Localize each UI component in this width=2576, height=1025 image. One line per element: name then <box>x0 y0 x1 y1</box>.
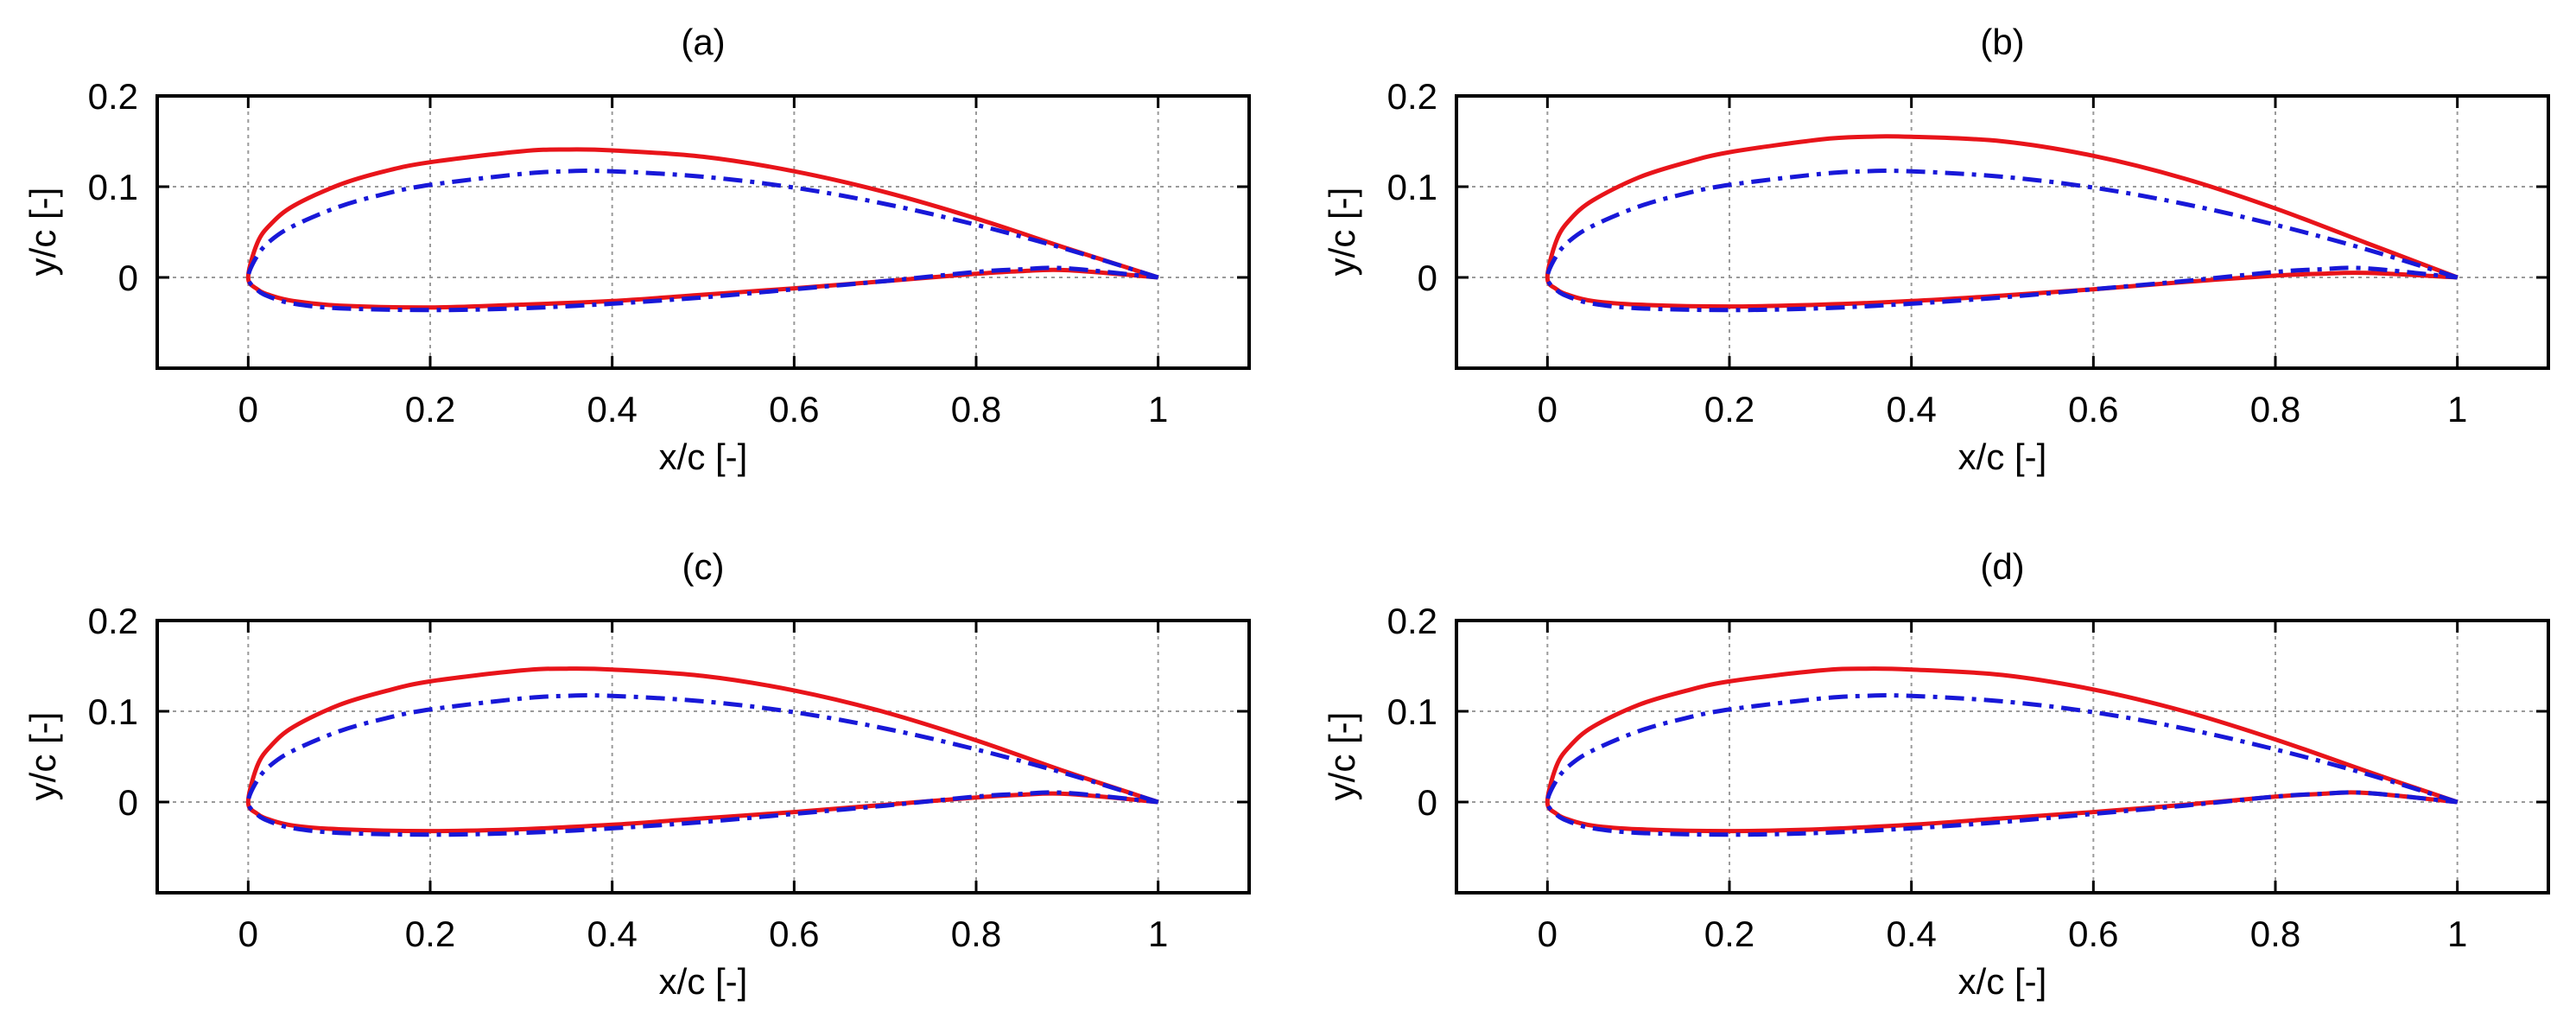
grid <box>157 620 1249 893</box>
y-tick-label: 0.1 <box>1387 167 1437 207</box>
series-line-solid <box>1545 666 2459 834</box>
ticks: 0 0.2 0.4 0.6 0.8 1 0 0.1 0.2 <box>88 601 1249 954</box>
series-line-dashdot <box>1545 169 2459 313</box>
series-line-solid <box>245 666 1159 834</box>
series-line-solid <box>245 147 1159 310</box>
x-tick-label: 1 <box>1148 389 1168 430</box>
x-tick-label: 0.2 <box>405 914 455 954</box>
x-tick-label: 0.4 <box>1886 389 1936 430</box>
series-line-dashdot <box>1545 693 2459 837</box>
panel-a: (a) 0 0.2 0.4 0.6 0.8 1 0 0.1 0.2 x/c [-] y/c [-… <box>22 22 1251 477</box>
x-tick-label: 0.2 <box>405 389 455 430</box>
ticks: 0 0.2 0.4 0.6 0.8 1 0 0.1 0.2 <box>88 76 1249 430</box>
series-layer <box>1545 666 2459 837</box>
x-tick-label: 0.4 <box>587 914 637 954</box>
x-tick-label: 0 <box>1538 389 1558 430</box>
x-tick-label: 0.2 <box>1704 389 1754 430</box>
series-layer <box>245 147 1159 313</box>
x-tick-label: 0.6 <box>2068 389 2118 430</box>
x-tick-label: 0.8 <box>2250 914 2300 954</box>
y-tick-label: 0 <box>118 258 138 298</box>
x-tick-label: 0.6 <box>769 389 819 430</box>
x-tick-label: 0.8 <box>2250 389 2300 430</box>
plot-frame <box>155 619 1251 894</box>
x-axis-label: x/c [-] <box>659 436 748 477</box>
plot-frame <box>155 94 1251 370</box>
x-tick-label: 0.2 <box>1704 914 1754 954</box>
y-tick-label: 0.2 <box>1387 76 1437 117</box>
x-tick-label: 0 <box>238 914 258 954</box>
panel-title: (a) <box>681 22 725 62</box>
x-tick-label: 0.6 <box>769 914 819 954</box>
x-axis-label: x/c [-] <box>1958 436 2047 477</box>
ticks: 0 0.2 0.4 0.6 0.8 1 0 0.1 0.2 <box>1387 76 2548 430</box>
panel-title: (d) <box>1980 546 2024 587</box>
x-tick-label: 1 <box>2447 389 2467 430</box>
panel-title: (c) <box>682 546 725 587</box>
x-tick-label: 0.8 <box>951 389 1001 430</box>
plot-frame <box>1455 94 2550 370</box>
x-tick-label: 0 <box>238 389 258 430</box>
x-tick-label: 0 <box>1538 914 1558 954</box>
y-tick-label: 0.1 <box>88 167 138 207</box>
x-tick-label: 0.8 <box>951 914 1001 954</box>
y-tick-label: 0.1 <box>88 691 138 732</box>
series-line-solid <box>1545 134 2459 309</box>
panel-d: (d) 0 0.2 0.4 0.6 0.8 1 0 0.1 0.2 x/c [-] y/c [-… <box>1322 546 2550 1002</box>
series-layer <box>245 666 1159 837</box>
x-tick-label: 0.6 <box>2068 914 2118 954</box>
y-tick-label: 0 <box>1418 258 1437 298</box>
series-layer <box>1545 134 2459 313</box>
y-tick-label: 0.1 <box>1387 691 1437 732</box>
panel-title: (b) <box>1980 22 2024 62</box>
y-axis-label: y/c [-] <box>1322 712 1362 801</box>
panel-b: (b) 0 0.2 0.4 0.6 0.8 1 0 0.1 0.2 x/c [-] y/c [-… <box>1322 22 2550 477</box>
panel-c: (c) 0 0.2 0.4 0.6 0.8 1 0 0.1 0.2 x/c [-] y/c [-… <box>22 546 1251 1002</box>
y-axis-label: y/c [-] <box>22 712 63 801</box>
x-axis-label: x/c [-] <box>659 961 748 1002</box>
x-tick-label: 0.4 <box>587 389 637 430</box>
grid <box>1456 620 2548 893</box>
grid <box>1456 95 2548 368</box>
y-tick-label: 0.2 <box>88 601 138 641</box>
grid <box>157 95 1249 368</box>
y-tick-label: 0 <box>118 782 138 823</box>
y-tick-label: 0.2 <box>88 76 138 117</box>
y-axis-label: y/c [-] <box>22 188 63 277</box>
plot-frame <box>1455 619 2550 894</box>
x-axis-label: x/c [-] <box>1958 961 2047 1002</box>
series-line-dashdot <box>245 169 1159 313</box>
x-tick-label: 1 <box>1148 914 1168 954</box>
y-axis-label: y/c [-] <box>1322 188 1362 277</box>
series-line-dashdot <box>245 693 1159 837</box>
ticks: 0 0.2 0.4 0.6 0.8 1 0 0.1 0.2 <box>1387 601 2548 954</box>
x-tick-label: 1 <box>2447 914 2467 954</box>
y-tick-label: 0.2 <box>1387 601 1437 641</box>
x-tick-label: 0.4 <box>1886 914 1936 954</box>
y-tick-label: 0 <box>1418 782 1437 823</box>
